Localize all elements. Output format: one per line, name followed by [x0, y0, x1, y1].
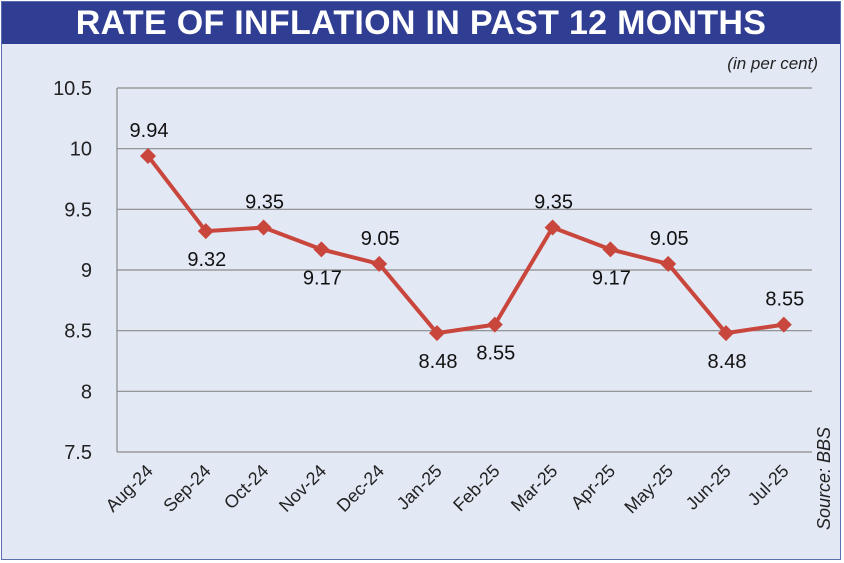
data-point	[486, 316, 503, 333]
data-point	[197, 223, 214, 240]
x-tick-label: Apr-25	[567, 461, 619, 513]
x-tick-label: May-25	[620, 461, 677, 518]
data-label: 8.55	[476, 343, 515, 365]
data-point	[544, 219, 561, 236]
x-tick-label: Mar-25	[507, 461, 561, 515]
data-label: 9.17	[303, 267, 342, 289]
y-tick-label: 8	[81, 381, 92, 403]
data-label: 8.48	[708, 351, 747, 373]
data-point	[255, 219, 272, 236]
data-point	[371, 255, 388, 272]
y-tick-label: 10.5	[53, 78, 92, 100]
data-label: 8.48	[419, 351, 458, 373]
y-tick-label: 10	[70, 139, 92, 161]
x-tick-label: Nov-24	[275, 461, 330, 516]
y-tick-label: 7.5	[64, 442, 92, 464]
x-tick-label: Aug-24	[102, 461, 157, 516]
data-point	[140, 147, 156, 164]
data-label: 9.05	[650, 228, 689, 250]
chart-subtitle: (in per cent)	[727, 54, 818, 73]
data-label: 9.32	[187, 249, 226, 271]
data-point	[429, 325, 445, 342]
series-line	[146, 154, 785, 336]
x-tick-label: Jun-25	[682, 461, 735, 514]
y-tick-label: 9.5	[64, 199, 92, 221]
data-label: 8.55	[765, 289, 804, 311]
data-label: 9.35	[245, 192, 284, 214]
data-point	[718, 325, 734, 342]
source-label: Source: BBS	[814, 427, 834, 530]
data-label: 9.05	[361, 228, 400, 250]
data-label: 9.94	[130, 120, 169, 142]
y-tick-label: 8.5	[64, 321, 92, 343]
data-point	[602, 241, 619, 258]
x-tick-label: Dec-24	[333, 461, 388, 516]
title-bar: RATE OF INFLATION IN PAST 12 MONTHS	[2, 2, 840, 44]
x-tick-label: Jan-25	[393, 461, 446, 514]
data-label: 9.17	[592, 267, 631, 289]
y-tick-label: 9	[81, 260, 92, 282]
x-tick-label: Feb-25	[449, 461, 503, 515]
chart-title: RATE OF INFLATION IN PAST 12 MONTHS	[75, 4, 767, 42]
data-point	[313, 241, 330, 258]
data-point	[775, 316, 792, 333]
x-tick-label: Oct-24	[220, 461, 272, 513]
x-tick-label: Jul-25	[744, 461, 793, 510]
data-point	[660, 255, 677, 272]
data-label: 9.35	[534, 192, 573, 214]
x-tick-label: Sep-24	[159, 461, 214, 516]
